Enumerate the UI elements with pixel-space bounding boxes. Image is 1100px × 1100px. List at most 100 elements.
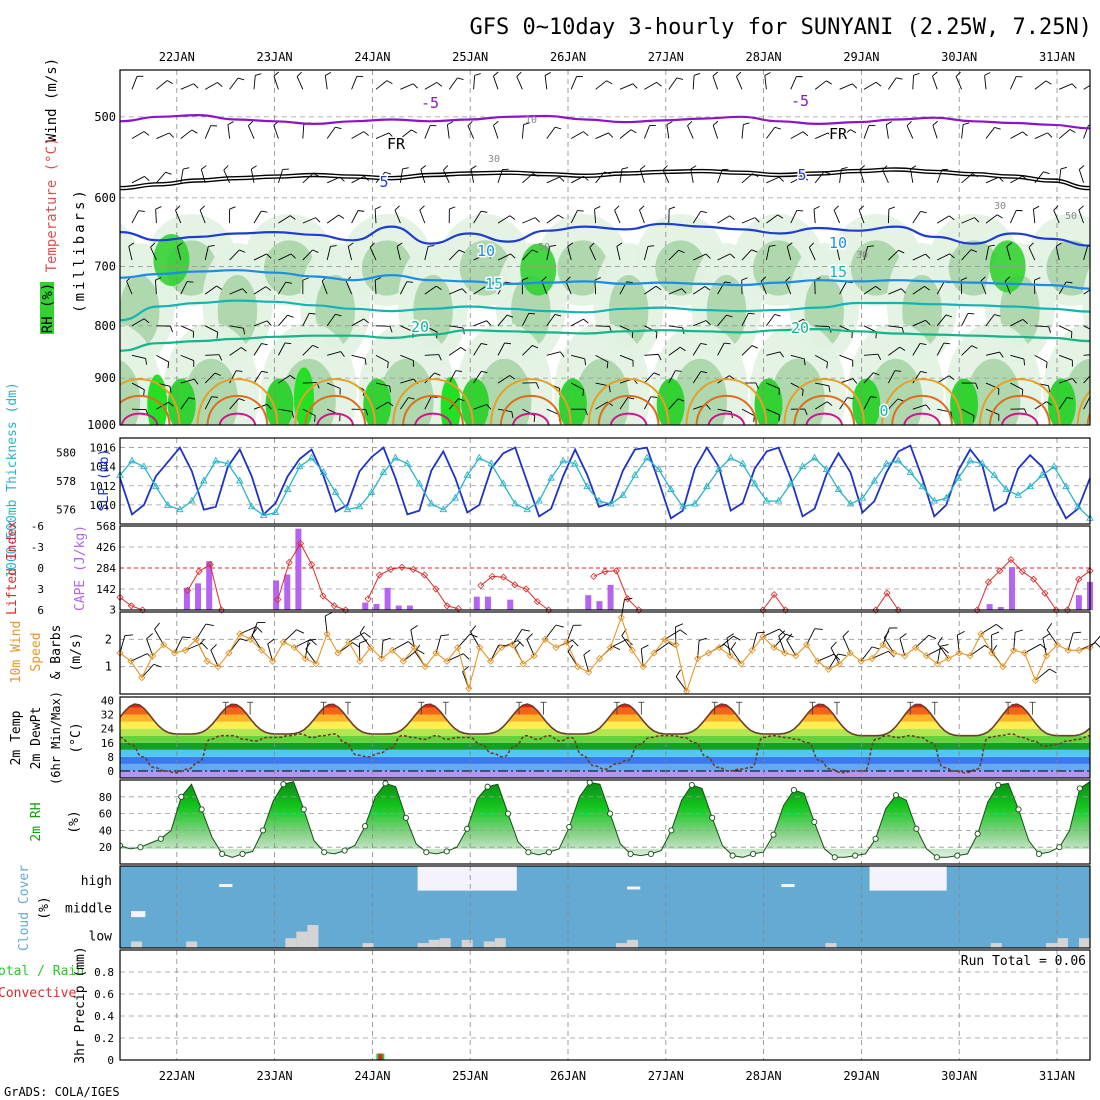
thickness-point [200,476,208,484]
thickness-point [798,462,807,470]
temp-band [120,742,1090,750]
li-point [432,585,440,593]
wind-speed-point [345,638,353,646]
wind-speed-point [748,646,756,654]
wind-barb [424,354,439,356]
wind-speed-point [802,641,811,649]
wind-barb-flag [836,242,843,247]
wind-barb-flag [583,131,589,137]
wind-barb [1034,325,1049,328]
wind-barb [912,343,921,356]
wind-barb-flag [785,276,791,282]
wind-barb-flag [138,210,145,212]
wind-barb [227,124,231,139]
li-tick-label: 0 [37,562,44,575]
wind-barb-flag [681,288,687,294]
isotherm-line [120,327,1090,352]
wind-barb [778,635,786,654]
temp-axis-title: (°C) [69,722,84,753]
rh-point [872,835,879,842]
li-tick-label: -3 [31,541,44,554]
wind-barb-flag [984,72,991,76]
wind-barb-flag [420,165,427,170]
wind-speed-point [672,641,680,649]
cape-bar [384,587,391,610]
wind-barb [899,638,906,656]
wind-barb-flag [239,638,248,642]
wind-barb-flag [1079,165,1085,170]
wind-barb-flag [883,631,890,639]
li-line [187,563,222,611]
thickness-point [176,505,184,513]
wind-barb-flag [774,314,781,317]
wind-barb [717,314,727,327]
wind-barb-flag [265,286,272,291]
li-point [499,573,508,581]
wind-barb [424,125,431,139]
wind-barb [664,629,681,640]
wind-barb-flag [1046,401,1052,406]
wind-barb [619,397,629,410]
wind-barb [766,408,780,416]
wind-barb [644,372,655,384]
temp-contour-label: -5 [791,92,809,110]
wind-barb [668,398,679,410]
wind-barb-flag [594,277,601,281]
wind-speed-point [955,649,963,657]
wind-barb [692,286,706,295]
thickness-point [1050,462,1058,470]
rh-point [668,827,675,834]
wind-barb [473,371,482,384]
wind-barb-flag [146,633,153,640]
wind-barb [764,75,767,90]
wind-barb [131,318,145,327]
rh-high-region [265,378,294,425]
wind-barb [1078,169,1085,183]
isotherm-line [120,113,1090,130]
wind-barb-flag [751,249,758,253]
wind-barb [204,82,218,90]
dewpoint-line [120,733,1090,774]
upper-air-panel [120,70,1090,425]
cape-frame [119,525,1091,611]
day-label: 23JAN [257,50,293,64]
wind-barb-flag [693,73,701,76]
li-point [1075,575,1083,583]
wind-barb [985,127,995,139]
day-label: 30JAN [941,50,977,64]
warm-contour [707,412,746,425]
wind-barb-flag [325,72,332,76]
wind-barb-flag [143,131,150,136]
rh-point [790,787,797,794]
li-point [590,572,598,580]
cape-bar [273,580,280,610]
cape-bar [373,604,380,610]
wind-axis-title: Speed [29,632,44,671]
rh-point [750,850,757,857]
wind-barb [815,382,830,387]
thickness-point [403,459,412,467]
rh-point [259,827,266,834]
thickness-point [367,488,376,495]
pressure-tick-label: 1000 [87,418,116,432]
wind-barb-flag [261,370,268,373]
rh-point [464,825,471,832]
wind-speed-line [119,615,1091,694]
low-cloud-block [131,941,143,948]
rh-point [321,849,328,856]
wind-barb [937,643,949,659]
slp-tick-label: 1010 [90,499,117,512]
wind-barb [906,125,914,139]
wind-barb [467,125,475,139]
wind-barb-flag [698,637,707,641]
wind-barb [210,650,219,667]
wind-barb [180,354,194,362]
wind-speed-point [541,635,549,643]
wind-barb [639,209,645,224]
wind-barb-flag [1022,319,1028,324]
wind-barb-flag [289,374,296,380]
day-label: 27JAN [648,50,684,64]
thickness-point [643,453,651,461]
low-cloud-block [296,931,308,948]
wind-barb-flag [457,77,464,81]
